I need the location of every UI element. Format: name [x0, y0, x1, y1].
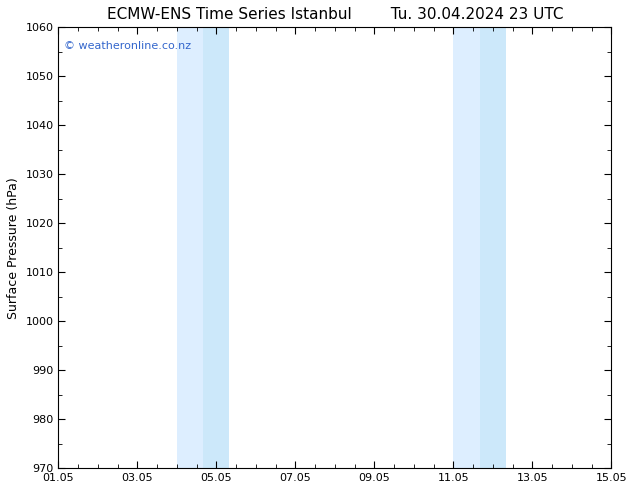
Bar: [177, 27, 204, 468]
Y-axis label: Surface Pressure (hPa): Surface Pressure (hPa): [7, 177, 20, 318]
Bar: [480, 27, 506, 468]
Text: © weatheronline.co.nz: © weatheronline.co.nz: [64, 41, 191, 50]
Bar: [453, 27, 480, 468]
Bar: [204, 27, 230, 468]
Title: ECMW-ENS Time Series Istanbul        Tu. 30.04.2024 23 UTC: ECMW-ENS Time Series Istanbul Tu. 30.04.…: [107, 7, 563, 22]
